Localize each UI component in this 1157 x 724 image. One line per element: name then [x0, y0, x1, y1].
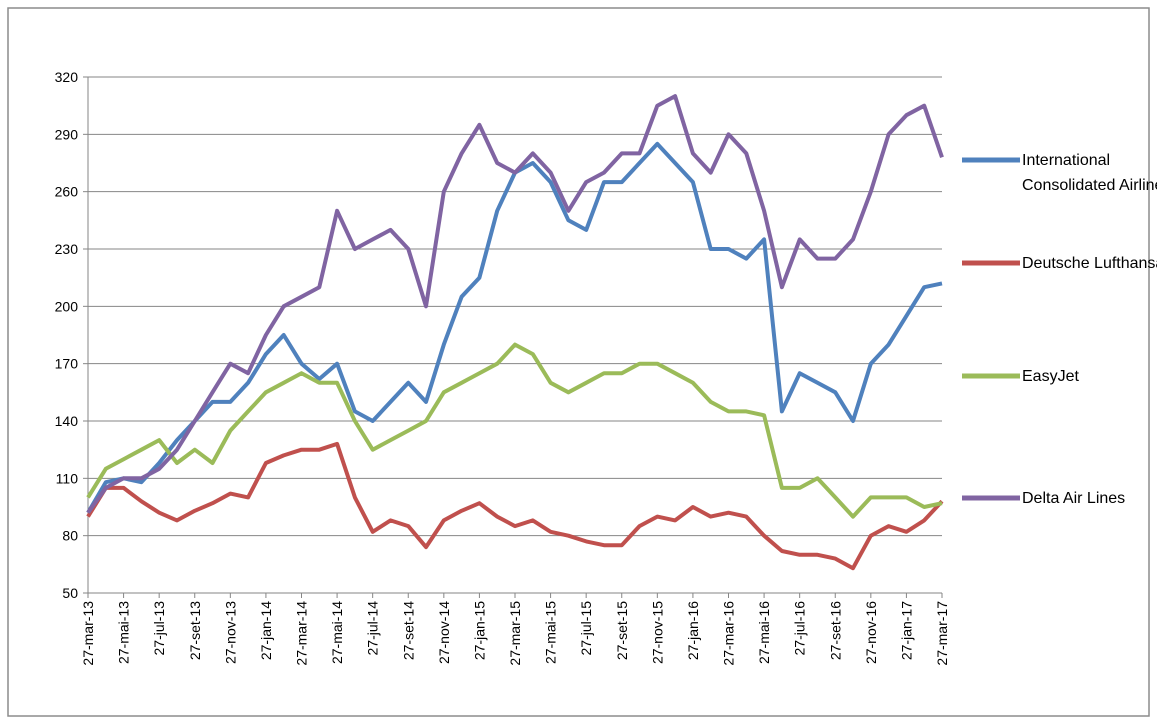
y-tick-label: 320 — [55, 69, 79, 85]
series-line — [86, 94, 944, 514]
y-tick-label: 260 — [55, 184, 79, 200]
x-tick-label: 27-set-15 — [614, 601, 630, 660]
x-tick-label: 27-jan-15 — [471, 601, 487, 660]
y-tick-label: 110 — [56, 470, 79, 486]
x-tick-label: 27-jan-17 — [898, 601, 914, 660]
series-line — [86, 441, 944, 571]
y-tick-label: 290 — [55, 126, 79, 142]
x-tick-label: 27-nov-14 — [436, 601, 452, 664]
y-tick-label: 170 — [55, 356, 79, 372]
x-tick-label: 27-jul-15 — [578, 601, 594, 656]
x-tick-label: 27-jul-16 — [792, 601, 808, 656]
x-tick-label: 27-jul-14 — [365, 601, 381, 656]
x-tick-label: 27-mai-15 — [543, 601, 559, 664]
x-tick-label: 27-mai-14 — [329, 601, 345, 664]
legend-label: Deutsche Lufthansa — [1022, 255, 1157, 272]
x-tick-label: 27-mai-16 — [756, 601, 772, 664]
x-tick-label: 27-jan-16 — [685, 601, 701, 660]
x-tick-label: 27-mar-13 — [80, 601, 96, 666]
y-tick-label: 200 — [55, 298, 79, 314]
legend-label: International Consolidated Airlines — [1022, 152, 1157, 194]
x-tick-label: 27-jul-13 — [151, 601, 167, 656]
legend-label: Delta Air Lines — [1022, 490, 1126, 507]
x-tick-label: 27-nov-16 — [863, 601, 879, 664]
x-tick-label: 27-nov-13 — [222, 601, 238, 664]
y-tick-label: 230 — [55, 241, 79, 257]
series-line — [86, 342, 943, 519]
x-tick-label: 27-mar-16 — [721, 601, 737, 666]
x-tick-label: 27-mar-15 — [507, 601, 523, 666]
x-tick-label: 27-set-16 — [827, 601, 843, 660]
x-tick-label: 27-set-13 — [187, 601, 203, 660]
y-tick-label: 50 — [62, 585, 78, 601]
y-tick-label: 140 — [55, 413, 79, 429]
x-tick-label: 27-set-14 — [400, 601, 416, 660]
legend-label: EasyJet — [1022, 368, 1079, 385]
x-tick-label: 27-mai-13 — [116, 601, 132, 664]
chart-border — [7, 7, 1150, 717]
x-tick-label: 27-mar-14 — [294, 601, 310, 666]
y-tick-label: 80 — [62, 528, 78, 544]
x-tick-label: 27-nov-15 — [649, 601, 665, 664]
x-tick-label: 27-jan-14 — [258, 601, 274, 660]
x-tick-label: 27-mar-17 — [934, 601, 950, 666]
